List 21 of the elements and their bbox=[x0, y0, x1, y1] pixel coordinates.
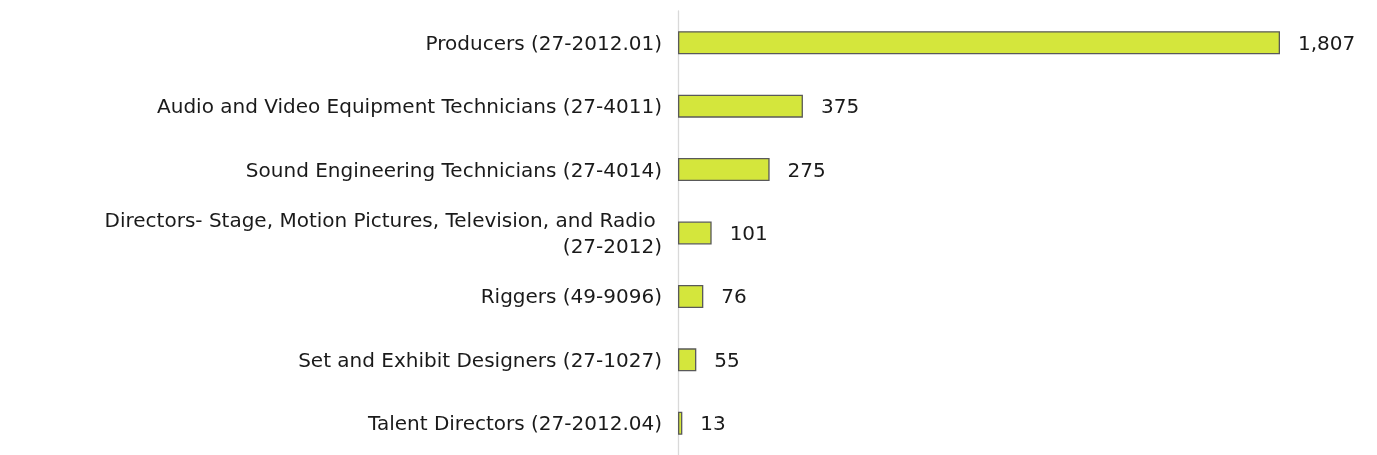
data-label: 101 bbox=[729, 221, 768, 245]
bar bbox=[678, 31, 1280, 55]
data-label: 275 bbox=[787, 157, 826, 182]
data-label: 375 bbox=[820, 94, 860, 119]
data-label: 13 bbox=[700, 411, 726, 436]
data-label: 1,807 bbox=[1298, 30, 1356, 55]
bar bbox=[678, 94, 803, 118]
bar bbox=[678, 284, 704, 308]
y-tick-label: Talent Directors (27-2012.04) bbox=[367, 411, 662, 436]
data-label: 55 bbox=[714, 347, 740, 372]
bar bbox=[678, 158, 770, 182]
y-tick-label: Set and Exhibit Designers (27-1027) bbox=[298, 347, 662, 372]
bar bbox=[678, 348, 697, 372]
y-tick-label: Producers (27-2012.01) bbox=[425, 30, 662, 55]
y-tick-label: Directors- Stage, Motion Pictures, Television, and Radio (27-2012) bbox=[104, 208, 662, 258]
bar bbox=[678, 411, 683, 435]
bar bbox=[678, 221, 712, 245]
y-tick-label: Riggers (49-9096) bbox=[480, 284, 662, 309]
y-tick-label: Sound Engineering Technicians (27-4014) bbox=[245, 157, 662, 182]
y-tick-label: Audio and Video Equipment Technicians (27-4011) bbox=[157, 94, 662, 119]
data-label: 76 bbox=[721, 284, 747, 309]
